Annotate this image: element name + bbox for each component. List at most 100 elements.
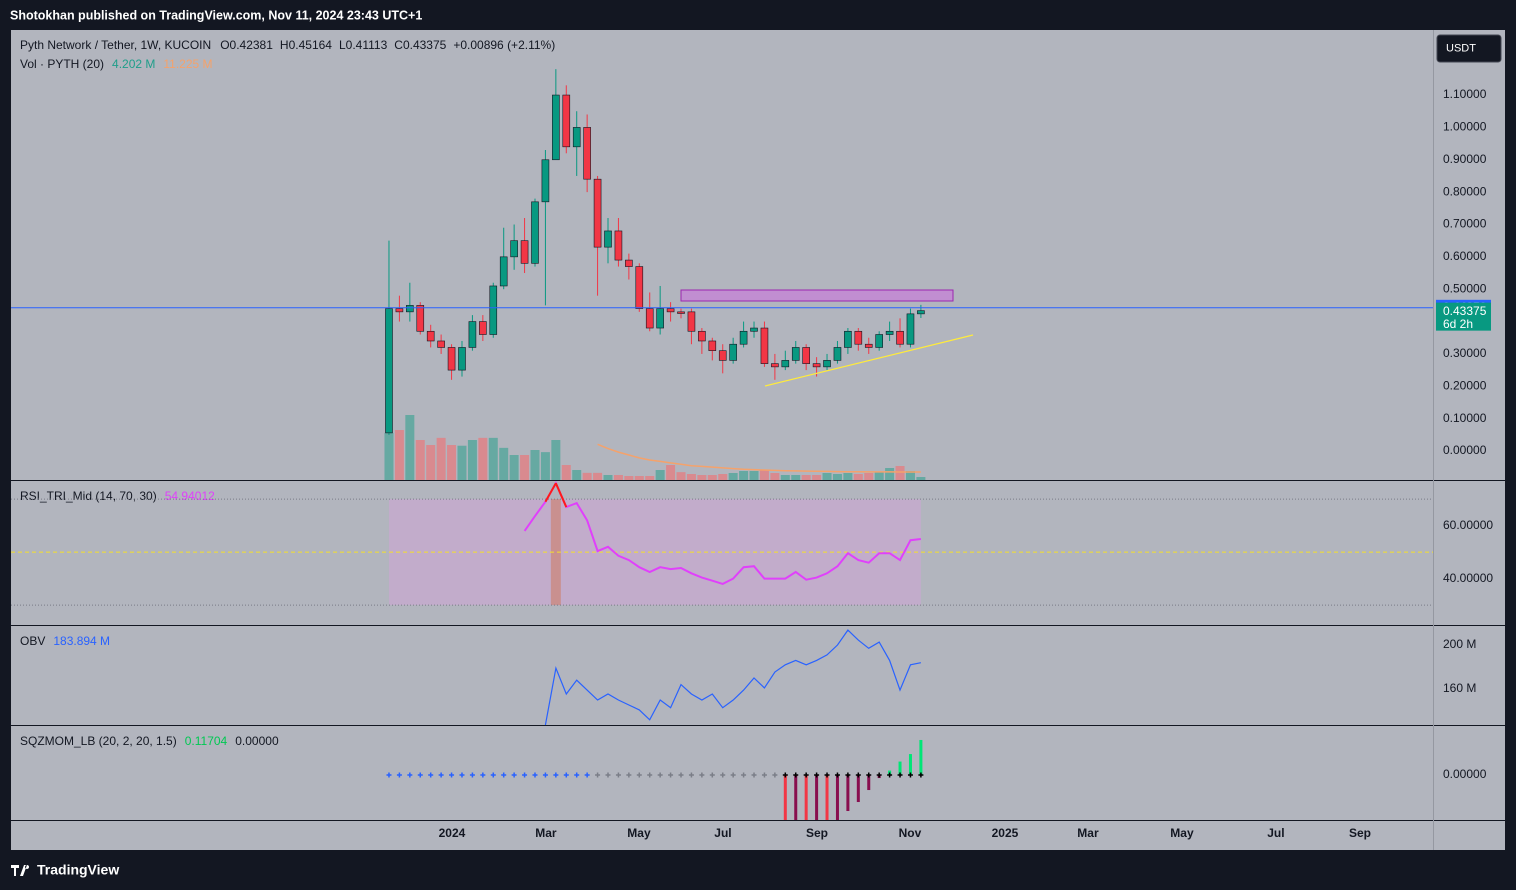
momentum-bar bbox=[867, 775, 871, 791]
squeeze-dot bbox=[480, 772, 486, 778]
volume-bar bbox=[540, 452, 550, 480]
y-tick-label: 0.00000 bbox=[1443, 767, 1487, 781]
volume-ma-value: 11.225 M bbox=[163, 57, 212, 71]
squeeze-dot bbox=[417, 772, 423, 778]
volume-bar bbox=[770, 473, 780, 480]
candle-body bbox=[614, 230, 623, 261]
y-tick-label: 0.20000 bbox=[1443, 378, 1487, 392]
indicator-value: 183.894 M bbox=[53, 634, 110, 648]
indicator-value: 0.11704 bbox=[185, 734, 228, 748]
candle-body bbox=[437, 340, 445, 348]
currency-button[interactable] bbox=[1436, 34, 1502, 63]
volume-bar bbox=[572, 470, 582, 480]
volume-bar bbox=[551, 440, 561, 480]
squeeze-dot bbox=[396, 772, 402, 778]
candle-body bbox=[426, 330, 435, 342]
squeeze-dot bbox=[647, 772, 653, 778]
candle-body bbox=[750, 327, 758, 332]
ohlc-key: O bbox=[220, 38, 229, 52]
volume-bar bbox=[530, 450, 540, 480]
indicator-value: 54.94012 bbox=[165, 489, 215, 503]
squeeze-dot bbox=[469, 772, 475, 778]
squeeze-dot bbox=[897, 772, 903, 778]
volume-bar bbox=[447, 445, 457, 480]
trend-line bbox=[764, 334, 974, 387]
y-tick-label: 0.60000 bbox=[1443, 249, 1487, 263]
candle-body bbox=[541, 159, 550, 203]
indicator-title: RSI_TRI_Mid (14, 70, 30) bbox=[20, 489, 157, 503]
volume-bar bbox=[759, 470, 769, 480]
volume-bar bbox=[582, 472, 592, 480]
volume-bar bbox=[697, 475, 707, 480]
candle-body bbox=[562, 94, 571, 148]
candle-body bbox=[771, 363, 779, 368]
squeeze-dot bbox=[428, 772, 434, 778]
volume-bar bbox=[384, 432, 394, 480]
x-tick-label: 2025 bbox=[992, 826, 1019, 840]
momentum-bar bbox=[835, 775, 839, 820]
volume-bar bbox=[905, 471, 915, 480]
momentum-bar bbox=[846, 775, 850, 812]
squeeze-dot bbox=[845, 772, 851, 778]
candle-body bbox=[416, 305, 425, 332]
volume-bar bbox=[426, 445, 436, 480]
volume-bar bbox=[613, 475, 623, 480]
footer-logo bbox=[11, 865, 30, 876]
candle-body bbox=[739, 330, 748, 345]
y-tick-label: 40.00000 bbox=[1443, 571, 1493, 585]
volume-bar bbox=[634, 476, 644, 480]
x-tick-label: Mar bbox=[535, 826, 557, 840]
y-tick-label: 60.00000 bbox=[1443, 518, 1493, 532]
candle-body bbox=[823, 360, 831, 368]
candle-body bbox=[760, 327, 769, 364]
candle-body bbox=[479, 321, 487, 335]
x-tick-label: Jul bbox=[1267, 826, 1284, 840]
candle-body bbox=[844, 330, 852, 348]
candle-body bbox=[531, 201, 539, 264]
y-tick-label: 1.00000 bbox=[1443, 120, 1487, 134]
indicator-legend: RSI_TRI_Mid (14, 70, 30) 54.94012 bbox=[20, 489, 215, 503]
squeeze-dot bbox=[803, 772, 809, 778]
volume-value: 4.202 M bbox=[112, 57, 155, 71]
momentum-bar bbox=[815, 775, 819, 820]
y-tick-label: 0.30000 bbox=[1443, 346, 1487, 360]
ohlc-key: C bbox=[394, 38, 403, 52]
volume-bar bbox=[499, 447, 509, 480]
candle-body bbox=[864, 343, 873, 348]
squeeze-dot bbox=[511, 772, 517, 778]
ohlc-key: H bbox=[280, 38, 289, 52]
squeeze-dot bbox=[709, 772, 715, 778]
indicator-legend: OBV 183.894 M bbox=[20, 634, 110, 648]
ohlc-value: 0.42381 bbox=[230, 38, 274, 52]
last-price-tag bbox=[1436, 302, 1491, 331]
squeeze-dot bbox=[855, 772, 861, 778]
candle-body bbox=[708, 340, 717, 351]
squeeze-dot bbox=[563, 772, 569, 778]
momentum-bar bbox=[794, 775, 798, 820]
x-tick-label: Nov bbox=[899, 826, 922, 840]
ohlc-value: 0.43375 bbox=[403, 38, 447, 52]
change-label: +0.00896 (+2.11%) bbox=[453, 38, 555, 52]
y-tick-label: 200 M bbox=[1443, 637, 1476, 651]
squeeze-dot bbox=[887, 772, 893, 778]
resistance-zone bbox=[680, 289, 954, 302]
volume-bar bbox=[739, 471, 749, 480]
candle-body bbox=[583, 127, 591, 180]
volume-bar bbox=[520, 455, 530, 480]
candle-body bbox=[458, 347, 466, 371]
candle-body bbox=[593, 178, 602, 248]
indicator-title: OBV bbox=[20, 634, 45, 648]
y-tick-label: 0.10000 bbox=[1443, 411, 1487, 425]
volume-bar bbox=[624, 476, 634, 480]
candle-body bbox=[698, 330, 706, 342]
candle-body bbox=[645, 308, 654, 329]
candle-body bbox=[791, 347, 800, 361]
candle-body bbox=[635, 266, 644, 309]
squeeze-dot bbox=[595, 772, 601, 778]
x-tick-label: May bbox=[627, 826, 651, 840]
candle-body bbox=[499, 256, 508, 287]
candle-body bbox=[572, 127, 581, 148]
squeeze-dot bbox=[553, 772, 559, 778]
